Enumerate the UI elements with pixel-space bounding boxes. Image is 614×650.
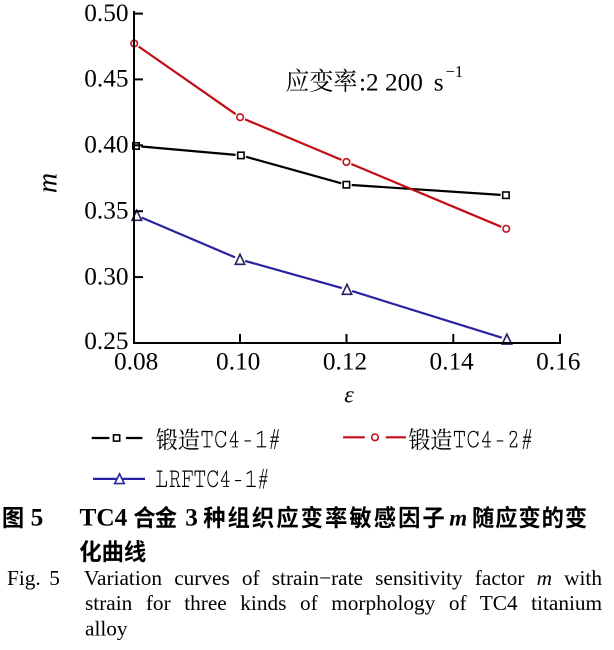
svg-text:m: m <box>449 506 467 531</box>
svg-text:0.35: 0.35 <box>84 196 128 224</box>
svg-text:alloy: alloy <box>85 617 128 641</box>
svg-text:0.25: 0.25 <box>84 327 128 355</box>
svg-text:0.12: 0.12 <box>323 347 367 375</box>
svg-text:TC4: TC4 <box>80 504 128 532</box>
svg-text:s: s <box>434 69 444 97</box>
svg-text:0.08: 0.08 <box>114 347 158 375</box>
svg-text:0.10: 0.10 <box>216 347 260 375</box>
svg-text:Fig.: Fig. <box>7 566 41 590</box>
svg-text:0.16: 0.16 <box>536 347 580 375</box>
svg-text:5: 5 <box>49 566 60 590</box>
svg-text:0.30: 0.30 <box>84 262 128 290</box>
svg-text:−1: −1 <box>446 62 464 81</box>
svg-text:strain for three kinds of morp: strain for three kinds of morphology of … <box>85 591 603 615</box>
svg-text:0.14: 0.14 <box>430 347 475 375</box>
svg-text:ε: ε <box>344 383 354 409</box>
svg-text:Variation curves of strain−rat: Variation curves of strain−rate sensitiv… <box>84 566 602 590</box>
svg-text:0.40: 0.40 <box>84 131 128 159</box>
svg-text:0.50: 0.50 <box>84 0 128 27</box>
svg-text::2 200: :2 200 <box>359 69 423 97</box>
svg-text:3: 3 <box>185 504 198 532</box>
svg-text:5: 5 <box>31 504 44 532</box>
svg-text:0.45: 0.45 <box>84 65 128 93</box>
svg-text:m: m <box>32 173 63 193</box>
